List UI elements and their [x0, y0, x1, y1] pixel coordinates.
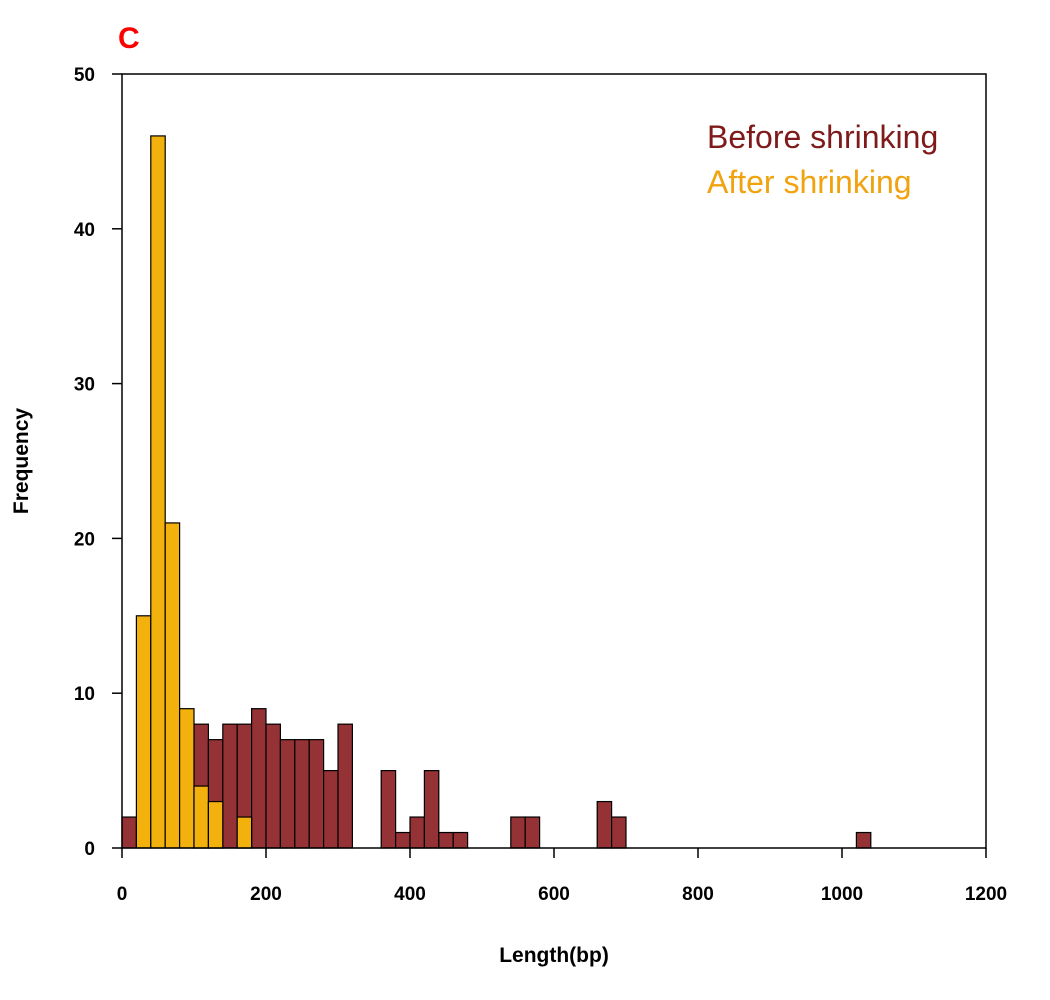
before-bar-380-400 [395, 831, 411, 849]
x-tick-label: 1200 [965, 884, 1007, 905]
before-bar-360-380 [380, 769, 397, 849]
before-bar-420-440 [423, 769, 440, 849]
after-bar-60-80 [164, 522, 181, 849]
after-bar-80-100 [179, 708, 195, 849]
y-tick-label: 0 [84, 839, 95, 860]
x-axis-ticks: 0 200 400 600 800 1000 1200 [117, 848, 1007, 905]
before-bar-240-260 [294, 739, 310, 849]
panel-label: C [118, 22, 140, 55]
legend-entry-after: After shrinking [707, 164, 912, 200]
y-tick-label: 10 [74, 684, 95, 705]
y-axis-ticks: 0 10 20 30 40 50 [74, 65, 122, 860]
after-bar-160-180 [236, 816, 253, 849]
after-bar-20-40 [135, 615, 152, 849]
series-after-bars [135, 135, 253, 849]
y-tick-label: 30 [74, 375, 95, 396]
before-bar-0-20 [121, 816, 137, 849]
before-bar-460-480 [452, 831, 469, 849]
y-axis-title: Frequency [10, 408, 33, 515]
before-bar-1020-1040 [855, 831, 872, 849]
plot-frame [121, 73, 987, 849]
x-tick-label: 800 [682, 884, 714, 905]
y-tick-label: 50 [74, 65, 95, 86]
x-axis-title: Length(bp) [499, 944, 609, 967]
legend-entry-before: Before shrinking [707, 119, 938, 155]
y-tick-label: 20 [74, 529, 95, 550]
before-bar-200-220 [265, 723, 281, 849]
before-bar-300-320 [337, 723, 353, 849]
x-tick-label: 600 [538, 884, 570, 905]
x-tick-label: 400 [394, 884, 426, 905]
before-bar-140-160 [222, 723, 238, 849]
before-bar-560-580 [524, 816, 541, 849]
x-tick-label: 1000 [821, 884, 863, 905]
after-bar-120-140 [207, 800, 224, 849]
before-bar-280-300 [323, 769, 339, 849]
series-before-bars [121, 708, 872, 849]
before-bar-260-280 [308, 739, 325, 849]
before-bar-400-420 [409, 816, 425, 849]
x-tick-label: 0 [117, 884, 128, 905]
before-bar-440-460 [438, 831, 454, 849]
y-tick-label: 40 [74, 220, 95, 241]
x-tick-label: 200 [250, 884, 282, 905]
before-bar-680-700 [610, 816, 627, 849]
before-bar-660-680 [596, 800, 613, 849]
before-bar-220-240 [279, 739, 296, 849]
after-bar-100-120 [193, 785, 209, 849]
before-bar-540-560 [510, 816, 526, 849]
after-bar-40-60 [150, 135, 166, 849]
before-bar-180-200 [251, 708, 267, 849]
